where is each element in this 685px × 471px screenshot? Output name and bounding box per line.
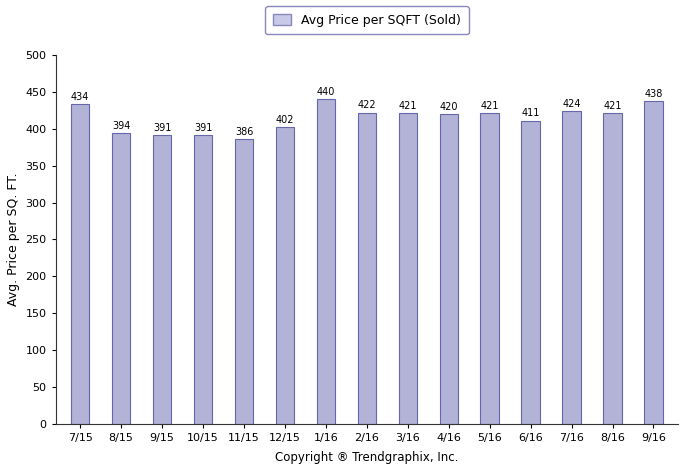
- Text: 434: 434: [71, 91, 90, 102]
- Bar: [235, 139, 253, 424]
- Text: 421: 421: [399, 101, 417, 111]
- Bar: [399, 114, 417, 424]
- Text: 421: 421: [603, 101, 622, 111]
- Legend: Avg Price per SQFT (Sold): Avg Price per SQFT (Sold): [265, 6, 469, 34]
- Text: 421: 421: [480, 101, 499, 111]
- Text: 422: 422: [358, 100, 376, 110]
- Bar: [480, 114, 499, 424]
- Text: 402: 402: [275, 115, 295, 125]
- Y-axis label: Avg. Price per SQ. FT.: Avg. Price per SQ. FT.: [7, 173, 20, 306]
- Text: 424: 424: [562, 99, 581, 109]
- Text: 391: 391: [153, 123, 171, 133]
- Text: 420: 420: [440, 102, 458, 112]
- Text: 411: 411: [521, 108, 540, 119]
- Bar: [71, 104, 90, 424]
- X-axis label: Copyright ® Trendgraphix, Inc.: Copyright ® Trendgraphix, Inc.: [275, 451, 458, 464]
- Text: 394: 394: [112, 121, 130, 131]
- Text: 438: 438: [645, 89, 662, 98]
- Bar: [276, 127, 294, 424]
- Bar: [603, 114, 622, 424]
- Text: 440: 440: [316, 87, 335, 97]
- Bar: [112, 133, 130, 424]
- Bar: [358, 113, 376, 424]
- Bar: [521, 121, 540, 424]
- Bar: [316, 99, 335, 424]
- Text: 386: 386: [235, 127, 253, 137]
- Bar: [562, 111, 581, 424]
- Bar: [153, 136, 171, 424]
- Bar: [440, 114, 458, 424]
- Text: 391: 391: [194, 123, 212, 133]
- Bar: [645, 101, 662, 424]
- Bar: [194, 136, 212, 424]
